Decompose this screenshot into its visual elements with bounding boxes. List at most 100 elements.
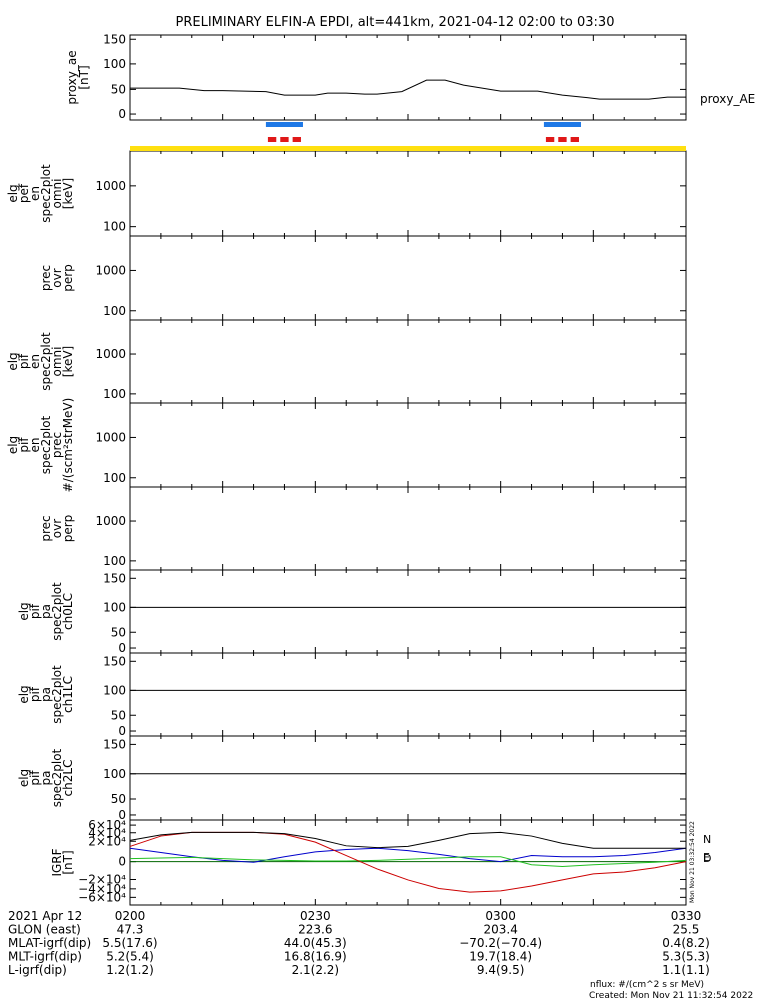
- y-axis-label: #/(scm²strMeV): [61, 398, 75, 493]
- y-axis-label: [keV]: [61, 346, 75, 377]
- science-zone-red: [570, 137, 579, 142]
- y-axis-label: ch1LC: [61, 676, 75, 713]
- igrf-d-line: [129, 831, 687, 893]
- y-tick-label: 100: [103, 683, 126, 697]
- panel-frame-proxy_ae: [129, 34, 687, 121]
- y-axis-label: spec2plot: [39, 164, 53, 223]
- proxy-ae-line: [130, 79, 686, 100]
- y-tick-label: 100: [103, 471, 126, 485]
- y-axis-label: proxy_ae: [65, 50, 79, 104]
- y-axis-label: en: [28, 354, 42, 369]
- y-axis-label: spec2plot: [50, 748, 64, 807]
- y-axis-label: pa: [39, 771, 53, 786]
- y-axis-label: elg: [6, 352, 20, 370]
- footer-value: 2.1(2.2): [292, 963, 340, 977]
- footer-value: 44.0(45.3): [284, 936, 347, 950]
- y-tick-label: 4×10⁴: [88, 826, 126, 840]
- side-stamp: Mon Nov 21 03:32:54 2022: [689, 821, 696, 903]
- y-axis-label: prec: [39, 515, 53, 541]
- footer-value: 5.3(5.3): [662, 950, 710, 964]
- y-axis-label: [keV]: [61, 178, 75, 209]
- science-zone-blue: [265, 122, 303, 127]
- footer-value: 0300: [485, 909, 516, 923]
- panels: 150100500proxy_ae[nT]1000100elgpefenspec…: [6, 32, 687, 906]
- y-tick-label: 150: [103, 571, 126, 585]
- legend-d: D: [703, 852, 711, 865]
- panel-frame-elg_pif_prec: [129, 402, 687, 488]
- y-tick-label: 150: [103, 737, 126, 751]
- y-tick-label: 100: [103, 554, 126, 568]
- y-axis-label: en: [28, 186, 42, 201]
- science-zone-red: [280, 137, 289, 142]
- panel-frame-elb_pef: [129, 150, 687, 237]
- y-tick-label: −4×10⁴: [78, 882, 126, 896]
- footer-value: 19.7(18.4): [469, 950, 532, 964]
- legend-e: E: [703, 851, 710, 864]
- y-axis-label: pif: [17, 353, 31, 369]
- footer-value: 203.4: [483, 923, 517, 937]
- y-tick-label: 6×10⁴: [88, 818, 126, 832]
- y-tick-label: 1000: [95, 179, 126, 193]
- footer-value: 0.4(8.2): [662, 936, 710, 950]
- y-tick-label: 2×10⁴: [88, 834, 126, 848]
- panel-frame-prec_ovr_perp_2: [129, 486, 687, 571]
- footer-row-label: GLON (east): [8, 923, 81, 937]
- science-zone-red: [292, 137, 301, 142]
- y-tick-label: 1000: [95, 514, 126, 528]
- y-tick-label: 100: [103, 57, 126, 71]
- y-axis-label: perp: [61, 264, 75, 292]
- y-axis-label: elg: [17, 769, 31, 787]
- y-axis-label: pif: [17, 437, 31, 453]
- footer-value: 0200: [115, 909, 146, 923]
- science-zone-red: [545, 137, 555, 142]
- panel-frame-ch2LC: [129, 735, 687, 821]
- footer-value: 0230: [300, 909, 331, 923]
- y-tick-label: 100: [103, 220, 126, 234]
- y-tick-label: 0: [118, 724, 126, 738]
- y-axis-label: pa: [39, 687, 53, 702]
- y-tick-label: 150: [103, 654, 126, 668]
- igrf-n-line: [129, 847, 687, 863]
- y-axis-label: elg: [6, 436, 20, 454]
- footer-row-label: MLAT-igrf(dip): [8, 936, 91, 950]
- y-tick-label: 100: [103, 387, 126, 401]
- footer-value: 1.1(1.1): [662, 963, 710, 977]
- footer-row-label: L-igrf(dip): [8, 963, 67, 977]
- y-tick-label: −6×10⁴: [78, 890, 126, 904]
- science-zone-red: [558, 137, 567, 142]
- igrf-e-line: [129, 856, 687, 868]
- y-tick-label: 0: [118, 107, 126, 121]
- y-axis-label: ch0LC: [61, 593, 75, 630]
- footer-value: 16.8(16.9): [284, 950, 347, 964]
- y-tick-label: 1000: [95, 263, 126, 277]
- plot-title: PRELIMINARY ELFIN-A EPDI, alt=441km, 202…: [176, 15, 615, 30]
- footer-row-label: 2021 Apr 12: [8, 909, 82, 923]
- y-tick-label: 0: [118, 808, 126, 822]
- panel-frame-prec_ovr_perp_1: [129, 235, 687, 321]
- y-axis-label: spec2plot: [39, 332, 53, 391]
- y-tick-label: 100: [103, 600, 126, 614]
- y-tick-label: 50: [111, 82, 126, 96]
- panel-frame-ch0LC: [129, 569, 687, 654]
- y-axis-label: ch2LC: [61, 760, 75, 797]
- footer-value: 25.5: [673, 923, 700, 937]
- y-tick-label: 50: [111, 708, 126, 722]
- y-axis-label: elg: [17, 685, 31, 703]
- y-axis-label: en: [28, 438, 42, 453]
- y-axis-label: omni: [50, 179, 64, 209]
- y-axis-label: pef: [17, 183, 31, 203]
- igrf-total-line: [129, 831, 686, 849]
- footer-value: 5.5(17.6): [102, 936, 157, 950]
- footer-value: 223.6: [298, 923, 332, 937]
- y-axis-label: omni: [50, 347, 64, 377]
- footer-value: 0330: [671, 909, 702, 923]
- y-tick-label: 0: [118, 855, 126, 869]
- y-axis-label: elg: [17, 602, 31, 620]
- y-axis-label: ovr: [50, 268, 64, 287]
- science-zone-blue: [543, 122, 581, 127]
- science-zone-red: [267, 137, 277, 142]
- y-axis-label: spec2plot: [50, 582, 64, 641]
- y-axis-label: prec: [39, 265, 53, 291]
- footer-value: 9.4(9.5): [477, 963, 525, 977]
